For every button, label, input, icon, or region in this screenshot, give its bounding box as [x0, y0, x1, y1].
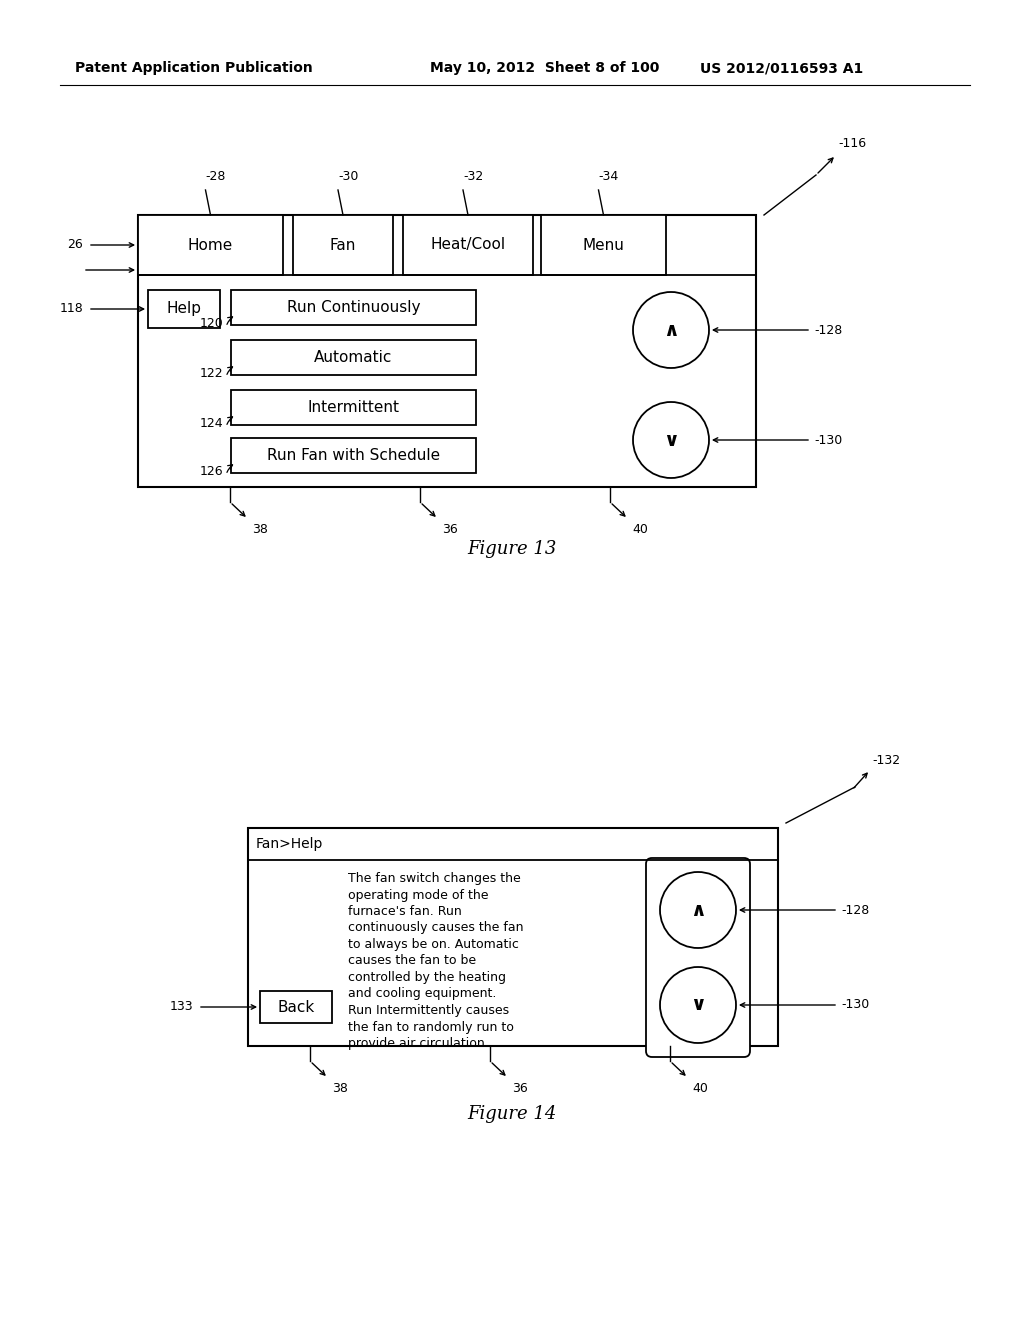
Bar — [231, 389, 476, 425]
Text: ∧: ∧ — [690, 900, 706, 920]
Text: 133: 133 — [169, 1001, 193, 1014]
Bar — [403, 215, 534, 275]
Ellipse shape — [660, 873, 736, 948]
FancyBboxPatch shape — [646, 858, 750, 1057]
Bar — [541, 215, 666, 275]
Text: US 2012/0116593 A1: US 2012/0116593 A1 — [700, 61, 863, 75]
Text: Home: Home — [187, 238, 233, 252]
Bar — [148, 290, 220, 327]
Text: Figure 14: Figure 14 — [467, 1105, 557, 1123]
Bar — [231, 438, 476, 473]
Text: -128: -128 — [841, 903, 869, 916]
Text: ∨: ∨ — [690, 995, 706, 1015]
Bar — [138, 215, 756, 487]
Text: Menu: Menu — [583, 238, 625, 252]
Text: 120: 120 — [200, 317, 223, 330]
Text: -34: -34 — [598, 170, 618, 183]
Text: Run Continuously: Run Continuously — [287, 300, 420, 315]
Bar — [231, 341, 476, 375]
Text: 118: 118 — [59, 302, 83, 315]
Text: Patent Application Publication: Patent Application Publication — [75, 61, 312, 75]
Text: ∧: ∧ — [664, 321, 679, 339]
Bar — [231, 290, 476, 325]
Text: The fan switch changes the
operating mode of the
furnace's fan. Run
continuously: The fan switch changes the operating mod… — [348, 873, 523, 1049]
Ellipse shape — [660, 968, 736, 1043]
Text: -132: -132 — [872, 754, 900, 767]
Text: 40: 40 — [692, 1082, 708, 1096]
Bar — [138, 215, 283, 275]
Text: -116: -116 — [838, 137, 866, 150]
Bar — [248, 828, 778, 1045]
Text: 36: 36 — [512, 1082, 527, 1096]
Text: Run Fan with Schedule: Run Fan with Schedule — [267, 447, 440, 463]
Text: ∨: ∨ — [664, 430, 679, 450]
Bar — [293, 215, 393, 275]
Text: 38: 38 — [252, 523, 268, 536]
Bar — [260, 991, 332, 1023]
Text: 36: 36 — [442, 523, 458, 536]
Ellipse shape — [633, 403, 709, 478]
Text: 38: 38 — [332, 1082, 348, 1096]
Text: Back: Back — [278, 999, 314, 1015]
Text: Figure 13: Figure 13 — [467, 540, 557, 558]
Text: 124: 124 — [200, 417, 223, 430]
Text: Intermittent: Intermittent — [307, 400, 399, 414]
Text: Automatic: Automatic — [314, 350, 392, 366]
Text: Fan: Fan — [330, 238, 356, 252]
Text: 122: 122 — [200, 367, 223, 380]
Text: -30: -30 — [338, 170, 358, 183]
Text: 126: 126 — [200, 465, 223, 478]
Text: -130: -130 — [841, 998, 869, 1011]
Text: Help: Help — [167, 301, 202, 317]
Text: -32: -32 — [463, 170, 483, 183]
Text: May 10, 2012  Sheet 8 of 100: May 10, 2012 Sheet 8 of 100 — [430, 61, 659, 75]
Text: -128: -128 — [814, 323, 843, 337]
Text: Fan>Help: Fan>Help — [256, 837, 324, 851]
Text: -28: -28 — [206, 170, 226, 183]
Ellipse shape — [633, 292, 709, 368]
Text: 26: 26 — [68, 239, 83, 252]
Text: -130: -130 — [814, 433, 843, 446]
Text: Heat/Cool: Heat/Cool — [430, 238, 506, 252]
Text: 40: 40 — [632, 523, 648, 536]
